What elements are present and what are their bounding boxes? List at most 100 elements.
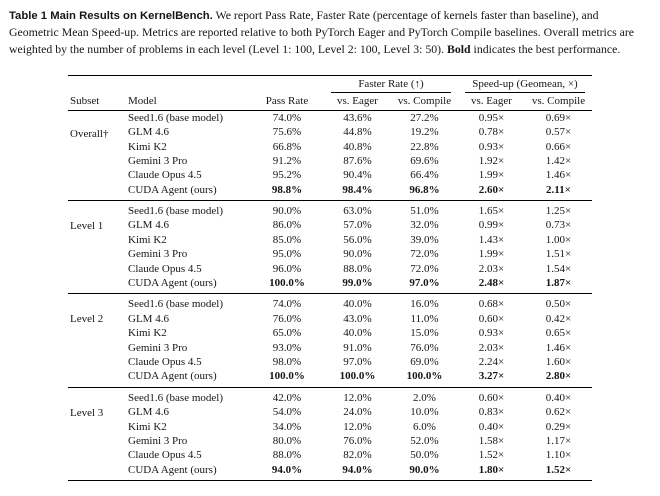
model-name: GLM 4.6 <box>128 406 169 419</box>
metric-value: 54.0% <box>272 406 302 419</box>
metric-value: 2.03× <box>478 341 505 354</box>
metric-value: 57.0% <box>343 219 372 232</box>
metric-value: 43.6% <box>343 111 372 124</box>
metric-value: 100.0% <box>269 370 305 383</box>
table-caption-tail: indicates the best performance. <box>470 42 621 57</box>
metric-value: 2.48× <box>478 277 505 290</box>
metric-value: 76.0% <box>272 312 302 325</box>
metric-value: 87.6% <box>343 154 372 167</box>
metric-value: 0.93× <box>478 327 505 340</box>
metric-value: 0.29× <box>545 420 572 433</box>
model-name: GLM 4.6 <box>128 312 169 325</box>
metric-value: 98.4% <box>342 183 373 196</box>
metric-value: 95.2% <box>272 169 302 182</box>
metric-value: 66.8% <box>272 140 302 153</box>
col-header-vs-eager-1: vs. Eager <box>324 92 391 111</box>
metric-value: 2.0% <box>391 386 458 405</box>
metric-value: 76.0% <box>343 434 372 447</box>
table-row: Level 3 Seed1.6 (base model) 42.0% 12.0% 2.0… <box>68 386 592 481</box>
table-row: CUDA Agent (ours) 100.0% 99.0% 97.0% 2.48× 1.… <box>68 276 592 294</box>
metric-value: 1.52× <box>545 463 572 476</box>
metric-value: 40.8% <box>343 140 372 153</box>
metric-value: 1.42× <box>545 154 572 167</box>
metric-value: 90.4% <box>343 169 372 182</box>
metric-value: 86.0% <box>272 219 302 232</box>
model-name: Seed1.6 (base model) <box>126 199 250 219</box>
metric-value: 85.0% <box>272 233 302 246</box>
metric-value: 56.0% <box>343 233 372 246</box>
model-name: CUDA Agent (ours) <box>128 277 217 290</box>
model-name: Gemini 3 Pro <box>128 341 188 354</box>
table-row: Gemini 3 Pro 95.0% 90.0% 72.0% 1.99× 1.51× <box>68 247 592 261</box>
metric-value: 0.69× <box>545 111 572 124</box>
metric-value: 98.8% <box>271 183 303 196</box>
table-row: Level 1 Seed1.6 (base model) 90.0% 63.0% 51.… <box>68 199 592 294</box>
subset-label: Level 1 <box>68 199 126 294</box>
metric-value: 94.0% <box>342 463 373 476</box>
metric-value: 1.46× <box>545 169 572 182</box>
model-name: Gemini 3 Pro <box>128 434 188 447</box>
metric-value: 52.0% <box>410 434 439 447</box>
metric-value: 1.54× <box>545 262 572 275</box>
metric-value: 69.6% <box>410 154 439 167</box>
model-name: Claude Opus 4.5 <box>128 262 202 275</box>
metric-value: 1.99× <box>478 169 505 182</box>
metric-value: 1.17× <box>545 434 572 447</box>
table-row: Claude Opus 4.5 95.2% 90.4% 66.4% 1.99× 1.46× <box>68 168 592 182</box>
metric-value: 40.0% <box>324 293 391 312</box>
metric-value: 3.27× <box>478 370 505 383</box>
metric-value: 82.0% <box>343 449 372 462</box>
metric-value: 97.0% <box>343 356 372 368</box>
results-table: Faster Rate (↑) Speed-up (Geomean, ×) Su… <box>68 74 592 481</box>
metric-value: 0.95× <box>478 111 505 124</box>
metric-value: 2.24× <box>478 356 505 368</box>
metric-value: 1.99× <box>478 248 505 261</box>
metric-value: 1.46× <box>545 341 572 354</box>
metric-value: 0.66× <box>545 140 572 153</box>
metric-value: 1.52× <box>478 449 505 462</box>
metric-value: 12.0% <box>324 386 391 405</box>
metric-value: 24.0% <box>343 406 372 419</box>
metric-value: 1.80× <box>478 463 505 476</box>
table-row: Gemini 3 Pro 91.2% 87.6% 69.6% 1.92× 1.42× <box>68 154 592 168</box>
paper-page: Table 1 Main Results on KernelBench. We … <box>9 8 634 481</box>
col-header-pass-rate: Pass Rate <box>250 92 324 111</box>
table-caption-bold-word: Bold <box>447 42 471 57</box>
table-row: Claude Opus 4.5 98.0% 97.0% 69.0% 2.24× 1.60× <box>68 355 592 369</box>
metric-value: 2.80× <box>545 370 572 383</box>
metric-value: 50.0% <box>410 449 439 462</box>
metric-value: 1.25× <box>525 199 592 219</box>
model-name: Kimi K2 <box>128 233 167 246</box>
faster-rate-span-header: Faster Rate (↑) <box>324 75 458 93</box>
metric-value: 100.0% <box>339 370 376 383</box>
metric-value: 1.92× <box>478 154 505 167</box>
table-row: Kimi K2 66.8% 40.8% 22.8% 0.93× 0.66× <box>68 139 592 153</box>
metric-value: 1.10× <box>545 449 572 462</box>
metric-value: 90.0% <box>343 248 372 261</box>
metric-value: 63.0% <box>324 199 391 219</box>
metric-value: 72.0% <box>410 262 439 275</box>
metric-value: 1.87× <box>545 277 572 290</box>
metric-value: 39.0% <box>410 233 439 246</box>
speedup-span-label: Speed-up (Geomean, ×) <box>465 78 585 93</box>
model-name: Claude Opus 4.5 <box>128 169 202 182</box>
model-name: Kimi K2 <box>128 420 167 433</box>
metric-value: 0.40× <box>525 386 592 405</box>
metric-value: 40.0% <box>343 327 372 340</box>
metric-value: 42.0% <box>250 386 324 405</box>
metric-value: 66.4% <box>410 169 439 182</box>
table-row: Kimi K2 34.0% 12.0% 6.0% 0.40× 0.29× <box>68 419 592 433</box>
model-name: Claude Opus 4.5 <box>128 449 202 462</box>
metric-value: 90.0% <box>409 463 440 476</box>
metric-value: 96.8% <box>409 183 440 196</box>
model-name: CUDA Agent (ours) <box>128 183 217 196</box>
table-row: Kimi K2 85.0% 56.0% 39.0% 1.43× 1.00× <box>68 233 592 247</box>
metric-value: 0.99× <box>478 219 505 232</box>
table-row: CUDA Agent (ours) 94.0% 94.0% 90.0% 1.80× 1.5… <box>68 463 592 481</box>
metric-value: 43.0% <box>343 312 372 325</box>
metric-value: 74.0% <box>250 293 324 312</box>
metric-value: 10.0% <box>410 406 439 419</box>
col-header-subset: Subset <box>68 92 126 111</box>
metric-value: 74.0% <box>272 111 302 124</box>
metric-value: 0.62× <box>545 406 572 419</box>
